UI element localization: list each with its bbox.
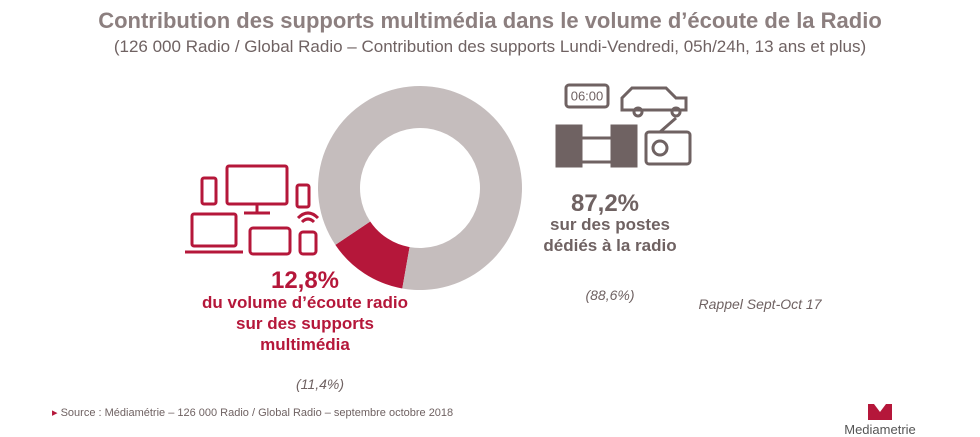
svg-text:06:00: 06:00 [571,88,604,103]
title: Contribution des supports multimédia dan… [98,8,882,33]
value-label: 87,2% [570,190,640,217]
value-label: 12,8% [270,267,340,294]
logo-mark [868,404,892,420]
donut-segment [335,221,410,289]
logo-text: Mediametrie [844,422,916,437]
multimedia-icons [185,164,320,256]
radio-icons: 06:00 [555,83,692,168]
donut-segment [318,86,522,290]
category-label: sur des postes dédiés à la radio [543,215,677,255]
category-label: du volume d’écoute radio sur des support… [202,293,408,354]
source: ▸ Source : Médiamétrie – 126 000 Radio /… [52,407,454,419]
recall-value: (11,4%) [296,376,344,392]
recall-value: (88,6%) [585,287,635,303]
subtitle: (126 000 Radio / Global Radio – Contribu… [113,37,867,56]
recall-label: Rappel Sept-Oct 17 [698,296,822,312]
source-text: Source : Médiamétrie – 126 000 Radio / G… [60,407,454,419]
